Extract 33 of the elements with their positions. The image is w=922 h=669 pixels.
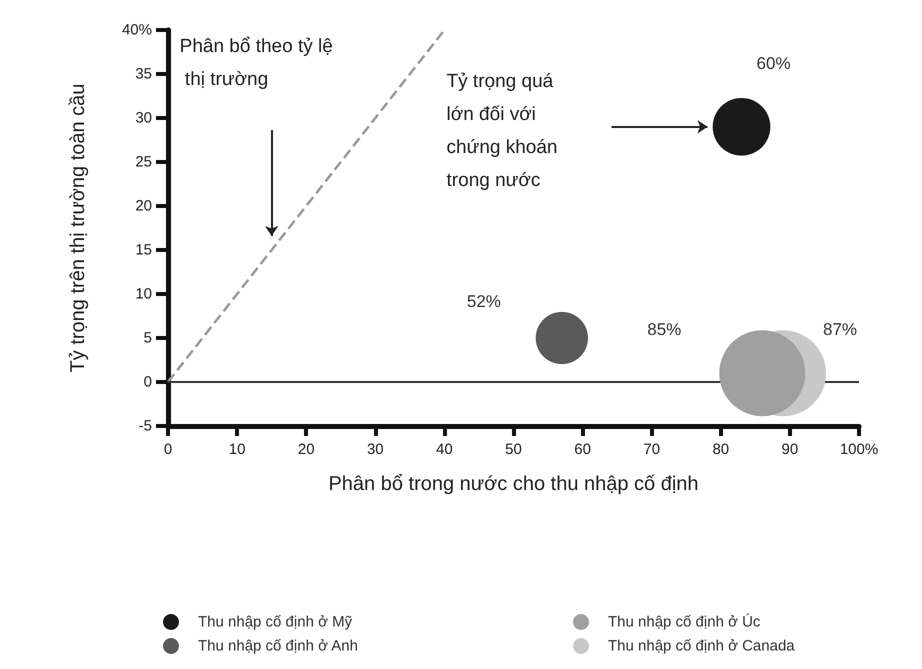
y-tick-label: 35 bbox=[135, 66, 152, 82]
x-tick-label: 80 bbox=[712, 441, 730, 458]
legend-label: Thu nhập cố định ở Canada bbox=[608, 638, 796, 654]
x-tick-label: 0 bbox=[164, 441, 172, 458]
y-tick-label: 40% bbox=[122, 22, 152, 38]
legend-label: Thu nhập cố định ở Mỹ bbox=[198, 614, 353, 630]
x-tick-label: 40 bbox=[436, 441, 453, 458]
annotation: Tỷ trọng quá lớn đối với chứng khoán trong nước bbox=[446, 70, 563, 191]
annotation: 52% bbox=[466, 292, 501, 311]
x-tick-label: 20 bbox=[298, 441, 315, 458]
y-tick-label: 0 bbox=[144, 374, 152, 390]
x-tick-label: 30 bbox=[366, 441, 384, 458]
legend-label: Thu nhập cố định ở Úc bbox=[608, 612, 761, 630]
y-tick-label: 10 bbox=[135, 286, 152, 302]
annotation: Phân bổ theo tỷ lệ thị trường bbox=[180, 36, 333, 90]
x-tick-label: 60 bbox=[574, 441, 591, 458]
x-tick-label: 100% bbox=[840, 441, 878, 458]
y-tick-label: -5 bbox=[138, 418, 152, 434]
x-tick-label: 50 bbox=[505, 441, 522, 458]
y-tick-label: 30 bbox=[135, 110, 152, 126]
y-axis-title: Tỷ trọng trên thị trường toàn cầu bbox=[67, 84, 89, 372]
annotation: 60% bbox=[756, 54, 791, 73]
y-tick-label: 5 bbox=[144, 330, 152, 346]
x-axis-title: Phân bổ trong nước cho thu nhập cố định bbox=[328, 473, 699, 495]
y-tick-label: 15 bbox=[135, 242, 152, 258]
x-tick-label: 70 bbox=[643, 441, 660, 458]
x-tick-label: 90 bbox=[782, 441, 798, 458]
legend-label: Thu nhập cố định ở Anh bbox=[198, 638, 358, 654]
y-tick-label: 25 bbox=[135, 154, 152, 170]
annotation: 85% bbox=[647, 320, 682, 340]
y-tick-label: 20 bbox=[135, 198, 152, 214]
annotation: 87% bbox=[822, 320, 858, 340]
x-tick-label: 10 bbox=[228, 441, 246, 458]
